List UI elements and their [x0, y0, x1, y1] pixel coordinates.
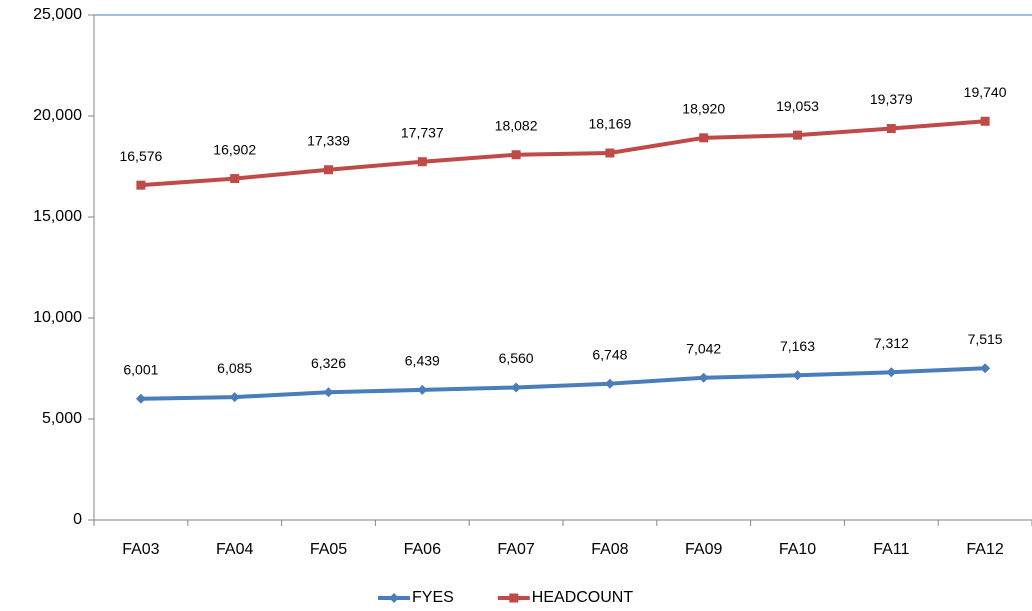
x-tick-label: FA05 — [310, 541, 347, 558]
x-tick-label: FA08 — [591, 541, 628, 558]
data-label: 6,001 — [123, 361, 158, 377]
data-label: 7,515 — [968, 331, 1003, 347]
data-label: 7,312 — [874, 335, 909, 351]
y-tick-label: 5,000 — [42, 410, 82, 427]
y-tick-label: 25,000 — [33, 6, 82, 23]
point-marker — [417, 157, 427, 167]
x-tick-label: FA10 — [779, 541, 816, 558]
legend-label: HEADCOUNT — [532, 589, 634, 606]
y-tick-label: 15,000 — [33, 208, 82, 225]
point-marker — [980, 363, 991, 374]
data-label: 7,163 — [780, 338, 815, 354]
y-tick-label: 10,000 — [33, 309, 82, 326]
x-tick-label: FA12 — [966, 541, 1003, 558]
point-marker — [511, 382, 522, 393]
point-marker — [511, 150, 521, 160]
data-label: 6,326 — [311, 355, 346, 371]
point-marker — [417, 384, 428, 395]
point-marker — [229, 392, 240, 403]
data-label: 6,560 — [499, 350, 534, 366]
data-label: 19,379 — [870, 91, 913, 107]
series-line — [140, 366, 986, 401]
point-marker — [980, 116, 990, 126]
y-tick-label: 0 — [73, 511, 82, 528]
data-label: 16,902 — [213, 141, 256, 157]
data-label: 19,740 — [964, 84, 1007, 100]
data-label: 6,085 — [217, 360, 252, 376]
x-tick-label: FA09 — [685, 541, 722, 558]
data-label: 16,576 — [119, 148, 162, 164]
point-marker — [604, 378, 615, 389]
point-marker — [605, 148, 615, 158]
point-marker — [136, 180, 146, 190]
point-marker — [886, 367, 897, 378]
point-marker — [324, 165, 333, 175]
data-label: 18,920 — [682, 101, 725, 117]
data-label: 6,439 — [405, 353, 440, 369]
x-tick-label: FA06 — [404, 541, 441, 558]
x-tick-label: FA04 — [216, 541, 253, 558]
series-line — [140, 119, 986, 188]
x-tick-label: FA11 — [873, 541, 909, 558]
legend-marker — [389, 593, 399, 603]
point-marker — [793, 130, 802, 140]
data-label: 19,053 — [776, 98, 819, 114]
point-marker — [135, 393, 146, 404]
data-label: 7,042 — [686, 340, 721, 356]
point-marker — [698, 372, 709, 383]
y-tick-label: 20,000 — [33, 107, 82, 124]
point-marker — [230, 174, 240, 184]
x-tick-label: FA03 — [122, 541, 159, 558]
data-label: 6,748 — [592, 346, 627, 362]
point-marker — [699, 133, 709, 143]
point-marker — [323, 387, 334, 398]
point-marker — [886, 124, 896, 134]
x-tick-label: FA07 — [497, 541, 534, 558]
data-label: 18,169 — [588, 116, 631, 132]
point-marker — [792, 370, 803, 381]
data-label: 18,082 — [495, 117, 538, 133]
legend-marker — [509, 593, 519, 603]
data-label: 17,339 — [307, 132, 350, 148]
data-label: 17,737 — [401, 124, 444, 140]
legend-label: FYES — [412, 589, 454, 606]
